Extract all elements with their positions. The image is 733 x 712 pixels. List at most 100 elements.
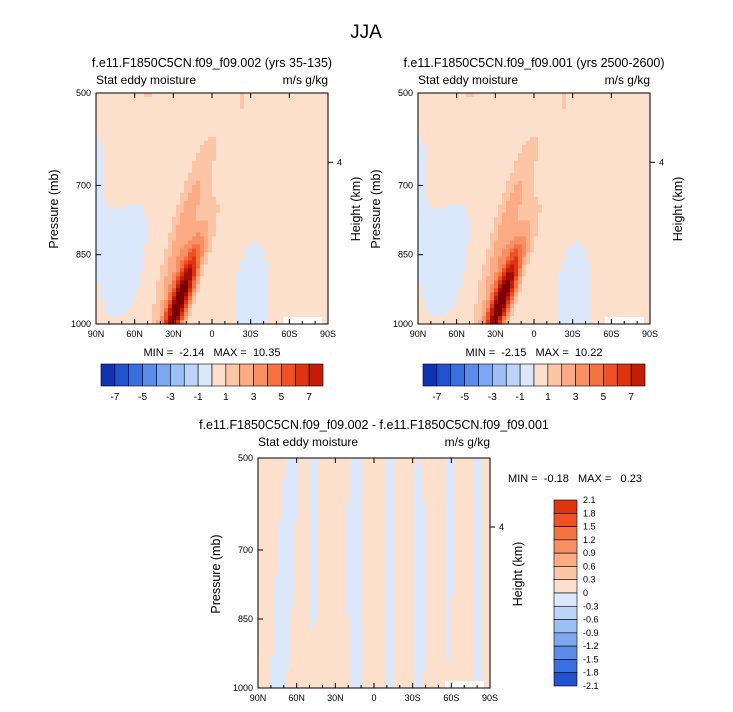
contour-cell — [156, 280, 161, 285]
contour-cell — [204, 168, 209, 174]
contour-cell — [470, 300, 475, 305]
contour-cell — [220, 104, 225, 110]
contour-cell — [518, 228, 523, 233]
contour-cell — [418, 288, 423, 293]
contour-cell — [268, 172, 273, 178]
contour-cell — [120, 196, 125, 202]
contour-cell — [240, 300, 245, 305]
contour-cell — [196, 212, 201, 218]
contour-cell — [132, 148, 137, 154]
contour-cell — [112, 188, 117, 194]
contour-cell — [510, 272, 515, 277]
contour-cell — [450, 296, 455, 301]
contour-cell — [438, 188, 443, 194]
contour-cell — [244, 224, 249, 230]
contour-cell — [180, 320, 185, 325]
contour-cell — [300, 244, 305, 249]
contour-cell — [438, 132, 443, 138]
contour-cell — [236, 160, 241, 166]
contour-cell — [426, 196, 431, 202]
contour-cell — [418, 276, 423, 281]
contour-cell — [458, 208, 463, 214]
contour-cell — [312, 100, 317, 106]
contour-cell — [442, 96, 447, 102]
contour-cell — [264, 236, 269, 241]
panel-2: f.e11.F1850C5CN.f09_f09.001 (yrs 2500-26… — [369, 56, 685, 403]
contour-cell — [510, 284, 515, 289]
contour-cell — [470, 240, 475, 245]
contour-cell — [112, 240, 117, 245]
contour-cell — [244, 104, 249, 110]
contour-cell — [224, 272, 229, 277]
contour-cell — [184, 124, 189, 130]
contour-cell — [96, 312, 101, 317]
contour-cell — [128, 188, 133, 194]
contour-cell — [196, 184, 201, 190]
contour-cell — [112, 288, 117, 293]
contour-cell — [156, 176, 161, 182]
contour-cell — [292, 272, 297, 277]
contour-cell — [244, 120, 249, 126]
contour-cell — [518, 148, 523, 154]
contour-cell — [494, 128, 499, 134]
contour-cell — [284, 180, 289, 186]
contour-cell — [430, 168, 435, 174]
contour-cell — [324, 284, 329, 289]
contour-cell — [116, 180, 121, 186]
contour-cell — [304, 156, 309, 162]
contour-cell — [470, 164, 475, 170]
contour-cell — [196, 148, 201, 154]
contour-cell — [220, 284, 225, 289]
contour-cell — [320, 248, 325, 253]
contour-cell — [466, 240, 471, 245]
contour-cell — [490, 120, 495, 126]
contour-cell — [128, 172, 133, 178]
contour-cell — [136, 140, 141, 146]
contour-cell — [132, 292, 137, 297]
contour-cell — [312, 256, 317, 261]
contour-cell — [204, 292, 209, 297]
contour-cell — [498, 292, 503, 297]
contour-cell — [152, 236, 157, 241]
contour-cell — [284, 300, 289, 305]
contour-cell — [164, 312, 169, 317]
contour-cell — [474, 276, 479, 281]
contour-cell — [446, 236, 451, 241]
contour-cell — [212, 264, 217, 269]
contour-cell — [176, 268, 181, 273]
contour-cell — [474, 308, 479, 313]
contour-cell — [260, 224, 265, 230]
contour-cell — [490, 292, 495, 297]
contour-cell — [454, 316, 459, 321]
contour-cell — [320, 300, 325, 305]
contour-cell — [200, 128, 205, 134]
contour-cell — [470, 144, 475, 150]
contour-cell — [252, 136, 257, 142]
contour-cell — [502, 316, 507, 321]
contour-cell — [196, 112, 201, 118]
contour-cell — [236, 188, 241, 194]
contour-cell — [308, 176, 313, 182]
contour-cell — [208, 132, 213, 138]
contour-cell — [196, 292, 201, 297]
contour-cell — [518, 212, 523, 218]
contour-cell — [120, 300, 125, 305]
contour-cell — [272, 316, 277, 321]
contour-cell — [164, 292, 169, 297]
contour-cell — [466, 256, 471, 261]
contour-cell — [236, 228, 241, 233]
contour-cell — [502, 112, 507, 118]
contour-cell — [272, 312, 277, 317]
contour-cell — [176, 96, 181, 102]
contour-cell — [184, 108, 189, 114]
contour-cell — [418, 176, 423, 182]
contour-cell — [260, 296, 265, 301]
contour-cell — [438, 248, 443, 253]
contour-cell — [112, 300, 117, 305]
contour-cell — [462, 164, 467, 170]
contour-cell — [144, 176, 149, 182]
contour-cell — [272, 216, 277, 222]
contour-cell — [248, 248, 253, 253]
contour-cell — [264, 144, 269, 150]
contour-cell — [96, 96, 101, 102]
